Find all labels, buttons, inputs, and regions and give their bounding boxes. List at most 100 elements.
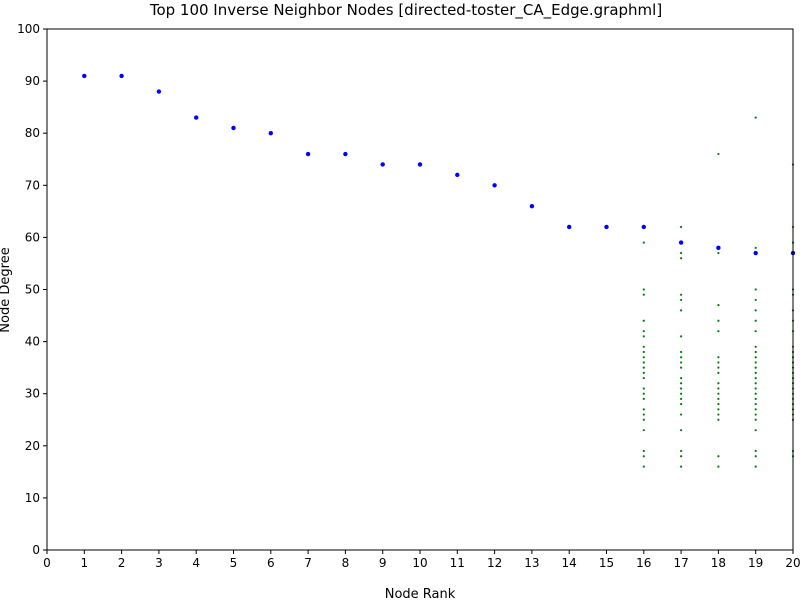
- data-point-secondary: [717, 356, 720, 359]
- y-axis: 0 10 20 30 40 50 60 70 80 90 100: [17, 22, 47, 557]
- data-point-secondary: [680, 465, 683, 468]
- data-point-secondary: [717, 152, 720, 156]
- x-tick-label: 16: [636, 556, 651, 570]
- data-point-secondary: [642, 241, 645, 244]
- data-point-secondary: [680, 356, 683, 359]
- data-point-primary: [156, 89, 162, 94]
- data-point-primary: [194, 115, 199, 120]
- data-point-secondary: [642, 455, 645, 458]
- y-tick-label: 100: [17, 22, 40, 36]
- x-axis: 0 1 2 3 4 5 6 7 8 9 10 11 12 13 14 15 16 17 18 19 20: [43, 550, 800, 570]
- data-point-secondary: [754, 392, 757, 395]
- data-point-secondary: [642, 449, 645, 453]
- plot-border: [46, 28, 794, 551]
- x-tick-label: 12: [487, 556, 502, 570]
- chart-title: Top 100 Inverse Neighbor Nodes [directed…: [149, 1, 662, 20]
- x-tick-label: 20: [785, 556, 800, 570]
- data-point-primary: [455, 172, 460, 178]
- data-point-secondary: [680, 397, 683, 401]
- data-point-secondary: [754, 116, 757, 119]
- data-point-secondary: [717, 382, 720, 385]
- data-point-secondary: [680, 449, 683, 453]
- x-tick-label: 3: [155, 556, 163, 570]
- data-point-secondary: [754, 366, 757, 369]
- x-tick-label: 19: [748, 556, 763, 570]
- data-point-secondary: [642, 345, 645, 348]
- data-point-secondary: [717, 403, 720, 406]
- data-point-secondary: [642, 319, 645, 322]
- plot-frame: [46, 28, 794, 551]
- data-point-secondary: [717, 392, 720, 395]
- data-point-secondary: [754, 330, 757, 333]
- data-point-secondary: [642, 429, 645, 432]
- x-tick-label: 15: [599, 556, 614, 570]
- data-point-secondary: [642, 356, 645, 359]
- data-point-secondary: [717, 371, 720, 374]
- data-point-secondary: [754, 418, 757, 421]
- data-point-secondary: [754, 246, 757, 249]
- data-point-secondary: [642, 371, 645, 374]
- data-point-primary: [380, 162, 385, 167]
- data-point-secondary: [642, 293, 645, 296]
- data-point-primary: [82, 73, 87, 79]
- data-point-secondary: [680, 413, 683, 416]
- data-point-secondary: [717, 330, 720, 333]
- data-point-secondary: [754, 429, 757, 432]
- y-axis-label: Node Degree: [0, 247, 13, 332]
- data-point-secondary: [680, 429, 683, 432]
- data-point-secondary: [680, 403, 683, 406]
- data-point-primary: [567, 224, 572, 230]
- x-tick-label: 7: [304, 556, 312, 570]
- data-point-primary: [678, 240, 684, 245]
- data-point-primary: [753, 250, 758, 256]
- data-point-secondary: [754, 403, 757, 406]
- x-tick-label: 17: [673, 556, 688, 570]
- y-tick-label: 30: [25, 387, 40, 401]
- data-point-secondary: [717, 413, 720, 416]
- data-point-secondary: [754, 413, 757, 416]
- data-point-secondary: [680, 335, 683, 338]
- data-point-secondary: [754, 356, 757, 359]
- data-point-secondary: [680, 376, 683, 380]
- data-point-secondary: [754, 350, 757, 354]
- y-tick-label: 90: [25, 74, 40, 88]
- data-point-secondary: [754, 465, 757, 468]
- data-point-secondary: [642, 418, 645, 421]
- data-point-secondary: [642, 413, 645, 416]
- data-point-secondary: [717, 455, 720, 458]
- y-tick-label: 70: [25, 178, 40, 192]
- data-points: [82, 73, 796, 468]
- x-tick-label: 8: [342, 556, 350, 570]
- data-point-secondary: [642, 408, 645, 411]
- data-point-primary: [231, 125, 236, 131]
- data-point-secondary: [642, 350, 645, 354]
- data-point-secondary: [717, 387, 720, 390]
- data-point-secondary: [717, 319, 720, 322]
- data-point-secondary: [717, 361, 720, 364]
- data-point-secondary: [680, 251, 683, 255]
- data-point-secondary: [717, 304, 720, 307]
- x-tick-label: 0: [43, 556, 51, 570]
- data-point-primary: [529, 203, 535, 209]
- y-tick-label: 80: [25, 126, 40, 140]
- data-point-primary: [492, 183, 497, 188]
- x-tick-label: 11: [450, 556, 465, 570]
- data-point-secondary: [680, 293, 683, 296]
- y-tick-label: 40: [25, 335, 40, 349]
- data-point-secondary: [680, 455, 683, 458]
- data-point-secondary: [754, 309, 757, 312]
- data-point-secondary: [680, 361, 683, 364]
- data-point-primary: [641, 224, 646, 230]
- x-axis-label: Node Rank: [385, 587, 456, 600]
- data-point-secondary: [754, 376, 757, 380]
- data-point-secondary: [642, 465, 645, 468]
- data-point-secondary: [717, 251, 720, 255]
- data-point-secondary: [754, 298, 757, 302]
- data-point-secondary: [680, 350, 683, 354]
- data-point-secondary: [680, 387, 683, 390]
- data-point-secondary: [754, 361, 757, 364]
- data-point-secondary: [680, 257, 683, 260]
- data-point-secondary: [642, 361, 645, 364]
- data-point-secondary: [754, 387, 757, 390]
